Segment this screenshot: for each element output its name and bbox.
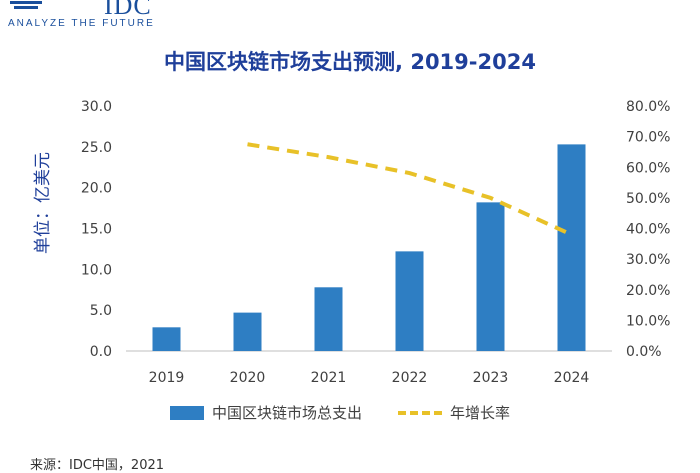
y-tick-label: 20.0 bbox=[81, 181, 112, 197]
legend-line-label: 年增长率 bbox=[450, 404, 511, 422]
y2-tick-label: 10.0% bbox=[626, 313, 670, 329]
y-tick-label: 30.0 bbox=[81, 99, 112, 115]
source-note: 来源：IDC中国，2021 bbox=[30, 458, 165, 473]
legend-bar-label: 中国区块链市场总支出 bbox=[212, 404, 363, 422]
y2-tick-label: 80.0% bbox=[626, 99, 670, 115]
bar-2022 bbox=[395, 251, 424, 351]
x-tick-label: 2021 bbox=[311, 370, 347, 386]
bar-series bbox=[152, 144, 586, 351]
x-tick-label: 2023 bbox=[473, 370, 509, 386]
growth-line bbox=[247, 142, 573, 237]
x-axis-ticks: 2019 2020 2021 2022 2023 2024 bbox=[149, 370, 590, 386]
y-tick-label: 15.0 bbox=[81, 222, 112, 238]
y-tick-label: 25.0 bbox=[81, 140, 112, 156]
left-axis-ticks: 0.0 5.0 10.0 15.0 20.0 25.0 30.0 bbox=[81, 99, 112, 360]
chart-title: 中国区块链市场支出预测, 2019-2024 bbox=[164, 50, 536, 74]
x-tick-label: 2019 bbox=[149, 370, 185, 386]
bar-2019 bbox=[152, 327, 181, 351]
bar-2020 bbox=[233, 312, 262, 351]
x-tick-label: 2020 bbox=[230, 370, 266, 386]
y2-tick-label: 20.0% bbox=[626, 283, 670, 299]
x-tick-label: 2022 bbox=[392, 370, 428, 386]
bar-2024 bbox=[557, 144, 586, 351]
y2-tick-label: 30.0% bbox=[626, 252, 670, 268]
legend: 中国区块链市场总支出 年增长率 bbox=[170, 402, 510, 423]
legend-bar-swatch bbox=[170, 405, 204, 420]
idc-logo: IDC ANALYZE THE FUTURE bbox=[0, 0, 170, 34]
legend-line-swatch bbox=[398, 410, 443, 415]
right-axis-ticks: 0.0% 10.0% 20.0% 30.0% 40.0% 50.0% 60.0% 70.0% 8… bbox=[626, 99, 670, 360]
y2-tick-label: 50.0% bbox=[626, 191, 670, 207]
logo-tagline: ANALYZE THE FUTURE bbox=[8, 18, 155, 29]
x-tick-label: 2024 bbox=[554, 370, 590, 386]
y2-tick-label: 0.0% bbox=[626, 344, 662, 360]
legend-item-bar: 中国区块链市场总支出 bbox=[170, 402, 362, 423]
y-tick-label: 10.0 bbox=[81, 262, 112, 278]
logo-letters: IDC bbox=[104, 0, 152, 20]
y-tick-label: 0.0 bbox=[90, 344, 112, 360]
bar-2023 bbox=[476, 202, 505, 351]
y2-tick-label: 40.0% bbox=[626, 222, 670, 238]
y2-tick-label: 60.0% bbox=[626, 160, 670, 176]
y2-tick-label: 70.0% bbox=[626, 130, 670, 146]
legend-item-line: 年增长率 bbox=[398, 402, 510, 423]
bar-2021 bbox=[314, 287, 343, 351]
y-tick-label: 5.0 bbox=[90, 303, 112, 319]
logo-mark-icon bbox=[10, 1, 42, 9]
